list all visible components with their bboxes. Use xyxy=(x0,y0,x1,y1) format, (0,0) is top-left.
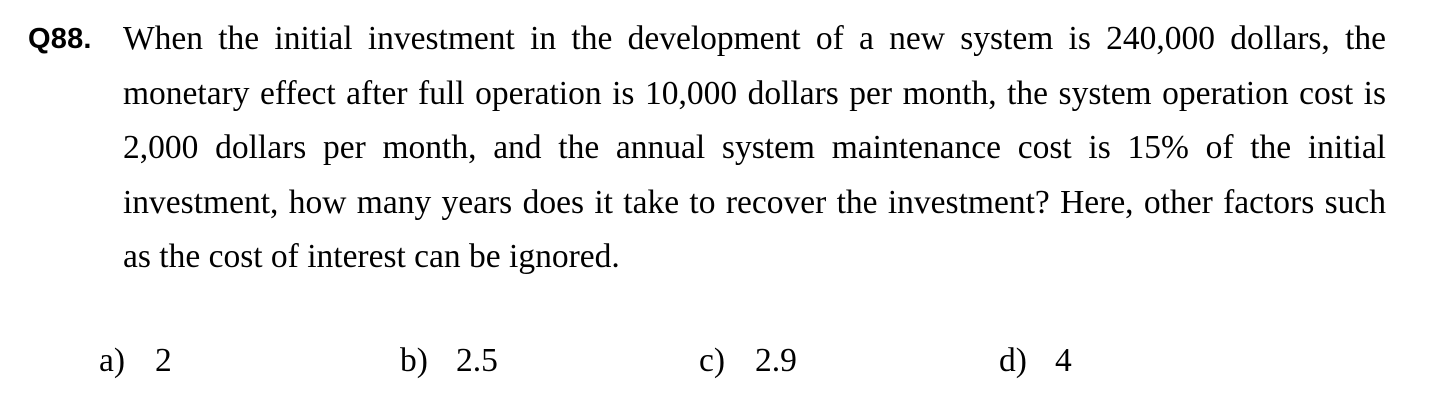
choice-b-value: 2.5 xyxy=(456,342,498,379)
choice-d-marker: d) xyxy=(999,342,1027,379)
choice-c[interactable]: c) 2.9 xyxy=(699,336,797,386)
choice-c-value: 2.9 xyxy=(755,342,797,379)
choice-c-marker: c) xyxy=(699,342,726,379)
choice-a[interactable]: a) 2 xyxy=(99,336,172,386)
question-text: When the initial investment in the devel… xyxy=(123,20,1386,275)
choice-d[interactable]: d) 4 xyxy=(999,336,1072,386)
question-number: Q88. xyxy=(28,23,92,55)
choice-b-marker: b) xyxy=(400,342,428,379)
choice-a-value: 2 xyxy=(155,342,172,379)
choice-a-marker: a) xyxy=(99,342,126,379)
choice-d-value: 4 xyxy=(1055,342,1072,379)
choice-b[interactable]: b) 2.5 xyxy=(400,336,498,386)
answer-choices: a) 2 b) 2.5 c) 2.9 d) 4 xyxy=(0,336,1450,386)
